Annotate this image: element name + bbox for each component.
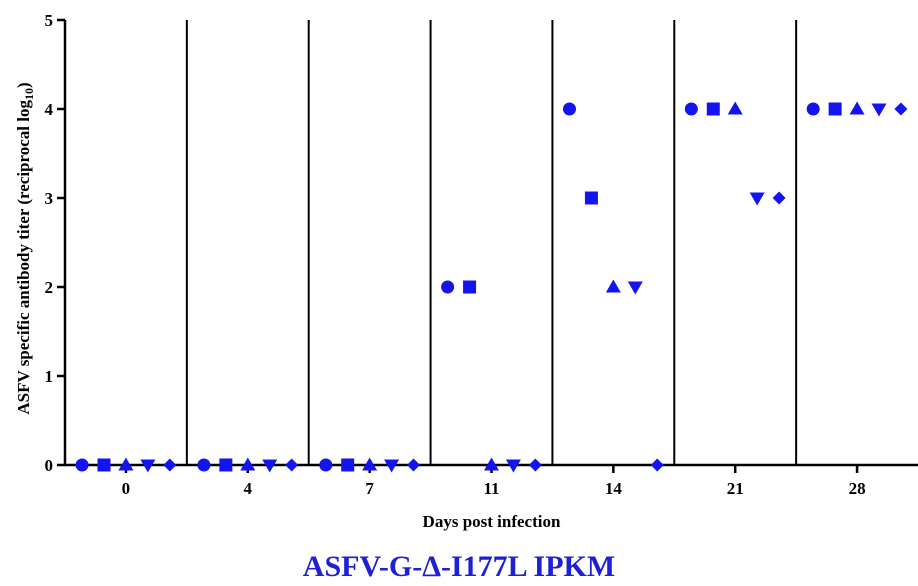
y-tick-label: 0	[45, 456, 54, 475]
triangle-down-marker	[749, 192, 765, 206]
y-tick-label: 2	[45, 278, 54, 297]
x-ticks: 0 4 7 11 14 21 28	[122, 465, 866, 498]
square-marker	[706, 102, 720, 116]
triangle-up-marker	[727, 101, 743, 115]
y-axis-label-subscript: 10	[22, 88, 36, 100]
circle-marker	[197, 458, 211, 472]
triangle-up-marker	[484, 457, 499, 471]
circle-marker	[75, 458, 89, 472]
triangle-up-marker	[240, 457, 256, 471]
diamond-marker	[528, 458, 542, 472]
y-tick-label: 4	[45, 100, 54, 119]
y-axis-label-main: ASFV specific antibody titer (reciprocal…	[14, 100, 33, 415]
circle-marker	[806, 102, 820, 116]
triangle-down-marker	[871, 103, 887, 117]
y-tick-label: 1	[45, 367, 54, 386]
day-dividers	[185, 20, 798, 465]
triangle-up-marker	[362, 457, 378, 471]
triangle-down-marker	[384, 459, 400, 473]
x-tick-label: 28	[849, 479, 866, 498]
diamond-marker	[650, 458, 664, 472]
triangle-up-marker	[849, 101, 865, 115]
x-tick-label: 7	[365, 479, 374, 498]
square-marker	[97, 458, 111, 472]
x-tick-label: 4	[244, 479, 253, 498]
triangle-down-marker	[627, 281, 643, 295]
diamond-marker	[407, 458, 421, 472]
axes	[63, 20, 918, 467]
antibody-titer-chart: 0 1 2 3 4 5 0 4 7 11 14 21 28 Days post infection A…	[14, 11, 918, 531]
x-tick-label: 0	[122, 479, 131, 498]
triangle-down-marker	[262, 459, 278, 473]
y-tick-label: 5	[45, 11, 54, 30]
y-axis-label: ASFV specific antibody titer (reciprocal…	[14, 82, 36, 414]
diamond-marker	[894, 102, 908, 116]
y-ticks: 0 1 2 3 4 5	[45, 11, 65, 475]
triangle-down-marker	[140, 459, 156, 473]
circle-marker	[441, 280, 455, 294]
x-tick-label: 11	[483, 479, 499, 498]
diamond-marker	[772, 191, 786, 205]
triangle-up-marker	[605, 279, 621, 293]
square-marker	[584, 191, 598, 205]
y-tick-label: 3	[45, 189, 54, 208]
circle-marker	[562, 102, 576, 116]
triangle-up-marker	[118, 457, 134, 471]
diamond-marker	[285, 458, 299, 472]
diamond-marker	[163, 458, 177, 472]
x-axis-label: Days post infection	[423, 512, 561, 531]
square-marker	[463, 280, 477, 294]
square-marker	[219, 458, 233, 472]
chart-title: ASFV-G-Δ-I177L IPKM	[302, 550, 616, 583]
x-tick-label: 14	[605, 479, 623, 498]
triangle-down-marker	[505, 459, 521, 473]
x-tick-label: 21	[727, 479, 744, 498]
square-marker	[341, 458, 355, 472]
y-axis-label-close: )	[14, 82, 33, 88]
circle-marker	[684, 102, 698, 116]
square-marker	[828, 102, 842, 116]
circle-marker	[319, 458, 333, 472]
data-markers	[75, 101, 908, 473]
